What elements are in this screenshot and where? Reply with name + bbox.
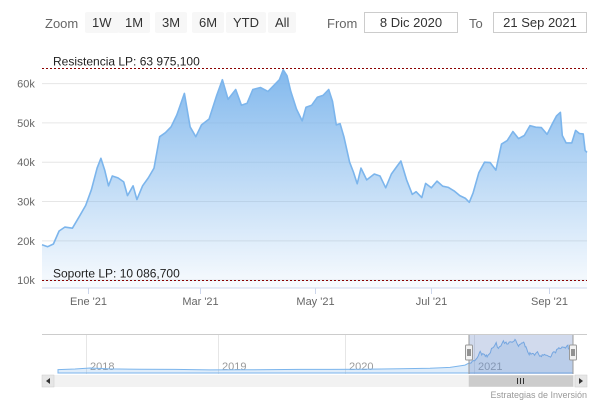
navigator-right-handle[interactable]	[569, 344, 577, 361]
y-tick-label: 10k	[17, 275, 35, 287]
navigator-unselected-left[interactable]	[42, 335, 469, 374]
navigator-year-label: 2018	[90, 361, 114, 373]
to-label: To	[469, 16, 483, 31]
to-date-input[interactable]	[493, 12, 587, 33]
zoom-1w-button[interactable]: 1W	[85, 12, 119, 33]
y-axis: 10k 20k 30k 40k 50k 60k	[17, 79, 35, 288]
plot-line-label-resistance: Resistencia LP: 63 975,100	[53, 55, 200, 69]
y-tick-label: 40k	[17, 157, 35, 169]
navigator-selected-range[interactable]	[469, 335, 573, 374]
navigator-year-labels: 2018201920202021	[86, 335, 502, 374]
zoom-1m-button[interactable]: 1M	[118, 12, 151, 33]
series-line	[41, 69, 588, 248]
zoom-ytd-button[interactable]: YTD	[226, 12, 266, 33]
x-tick-label: Ene '21	[70, 296, 107, 308]
navigator-year-label: 2020	[349, 361, 373, 373]
x-tick-label: Sep '21	[531, 296, 568, 308]
plot-lines: Resistencia LP: 63 975,100 Soporte LP: 10…	[42, 55, 587, 281]
navigator[interactable]: 2018201920202021	[42, 334, 587, 375]
scrollbar-track[interactable]	[42, 375, 587, 387]
y-tick-label: 60k	[17, 79, 35, 91]
from-label: From	[327, 16, 358, 31]
navigator-left-handle[interactable]	[465, 344, 473, 361]
scrollbar-grip-icon	[517, 378, 524, 384]
navigator-series-area	[57, 338, 574, 374]
y-tick-label: 20k	[17, 236, 35, 248]
scroll-right-arrow-icon	[579, 378, 583, 384]
zoom-label: Zoom	[45, 16, 79, 31]
zoom-3m-button[interactable]: 3M	[155, 12, 188, 33]
x-tick-label: Jul '21	[416, 296, 447, 308]
navigator-year-label: 2021	[478, 361, 502, 373]
x-tick-label: Mar '21	[182, 296, 218, 308]
credits-text[interactable]: Estrategias de Inversión	[490, 390, 587, 400]
from-date-input[interactable]	[364, 12, 458, 33]
series-area	[42, 69, 587, 288]
range-selector: Zoom 1W 1M 3M 6M YTD All From To	[0, 0, 594, 44]
x-axis: Ene '21 Mar '21 May '21 Jul '21 Sep '21	[70, 288, 568, 308]
scrollbar[interactable]	[41, 374, 588, 388]
y-tick-label: 50k	[17, 118, 35, 130]
zoom-all-button[interactable]: All	[268, 12, 297, 33]
x-tick-label: May '21	[296, 296, 334, 308]
scroll-left-arrow-icon	[46, 378, 50, 384]
zoom-6m-button[interactable]: 6M	[192, 12, 225, 33]
plot-line-label-support: Soporte LP: 10 086,700	[53, 267, 180, 281]
y-tick-label: 30k	[17, 197, 35, 209]
